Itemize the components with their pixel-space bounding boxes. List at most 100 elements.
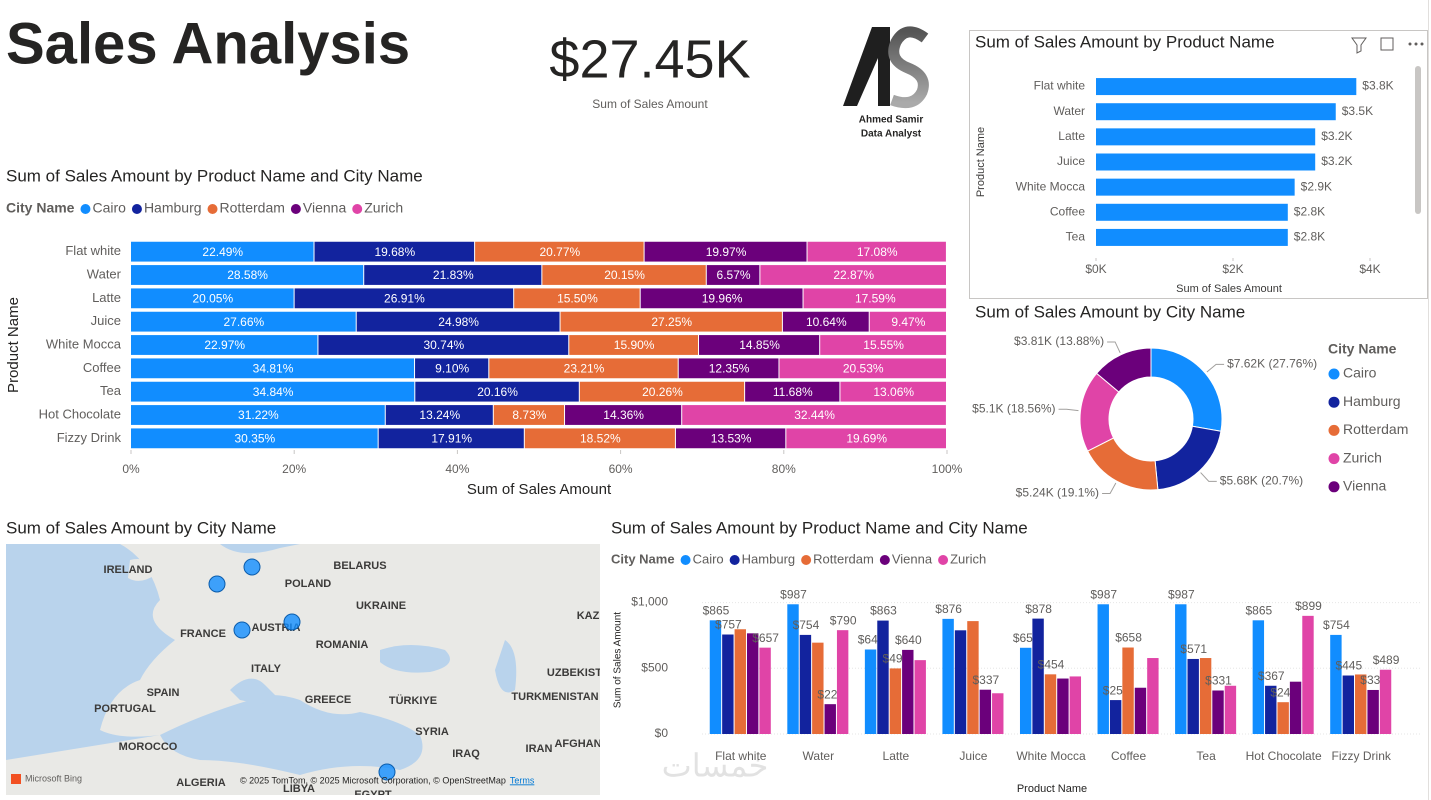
data-label: 8.73% (512, 408, 546, 422)
legend-marker (1328, 396, 1340, 408)
x-tick-label: 100% (932, 462, 963, 476)
legend-label: Rotterdam (1343, 421, 1408, 437)
bar (1096, 103, 1336, 121)
bar-segment (131, 358, 415, 379)
bar-segment (415, 381, 579, 402)
scrollbar[interactable] (1415, 66, 1421, 214)
map-label: UKRAINE (356, 600, 406, 612)
bar-segment (131, 265, 364, 285)
sea (230, 678, 285, 705)
bar (889, 668, 902, 734)
y-tick-label: $1,000 (631, 595, 668, 609)
filter-icon[interactable] (1351, 37, 1367, 54)
data-label: $899 (1295, 599, 1322, 613)
legend-marker (207, 204, 218, 214)
data-label: 20.05% (192, 292, 233, 306)
data-label: 19.69% (846, 432, 887, 446)
data-label: 13.24% (419, 408, 460, 422)
data-label: 17.91% (431, 432, 472, 446)
map-label: POLAND (285, 578, 332, 590)
x-axis-title: Sum of Sales Amount (467, 481, 612, 498)
legend-label: Vienna (1343, 478, 1387, 494)
legend-label: Cairo (1343, 365, 1377, 381)
data-label: 20.53% (843, 362, 884, 376)
bar-segment (786, 428, 946, 449)
map-brand: Microsoft Bing (25, 773, 82, 783)
y-tick-label: $500 (641, 660, 668, 674)
data-label: $876 (935, 602, 962, 616)
bar-segment (560, 311, 782, 332)
bar (1122, 647, 1134, 734)
data-label: 30.35% (234, 432, 275, 446)
map-label: UZBEKISTA (547, 667, 609, 679)
data-label: $445 (1335, 659, 1362, 673)
data-label: 20.15% (604, 268, 645, 282)
bar-segment (706, 265, 760, 285)
more-icon[interactable] (1408, 42, 1424, 46)
data-label: $3.81K (13.88%) (1014, 334, 1104, 348)
bar (1187, 658, 1199, 734)
legend-marker (729, 555, 740, 565)
map-label: IRELAND (104, 564, 153, 576)
legend-marker (879, 555, 890, 565)
x-tick-label: Coffee (1111, 749, 1146, 763)
logo-s (888, 26, 929, 109)
data-label: $5.68K (20.7%) (1220, 474, 1303, 488)
data-label: 15.90% (614, 338, 655, 352)
bar-segment (678, 358, 779, 379)
data-label: 21.83% (433, 268, 474, 282)
map-brand-icon (11, 774, 21, 784)
map-label: ITALY (251, 663, 282, 675)
bar-segment (782, 311, 869, 332)
data-label: 13.53% (711, 432, 752, 446)
data-label: 12.35% (709, 362, 750, 376)
map-label: SYRIA (415, 726, 449, 738)
data-label: $987 (780, 587, 807, 601)
bar-segment (524, 428, 675, 449)
bar (746, 633, 759, 734)
y-tick-label: Tea (100, 383, 122, 398)
data-label: 24.98% (438, 315, 479, 329)
bar-segment (378, 428, 524, 449)
data-label: 20.77% (539, 245, 580, 259)
bar (1147, 658, 1159, 734)
land (128, 559, 155, 581)
data-label: $7.62K (27.76%) (1227, 356, 1317, 370)
bar-segment (569, 335, 699, 355)
x-tick-label: Tea (1196, 749, 1216, 763)
bar-segment (415, 358, 489, 379)
leader-line (1058, 408, 1079, 412)
legend-label: Zurich (1343, 449, 1382, 465)
x-tick-label: Hot Chocolate (1246, 749, 1322, 763)
bar (1096, 203, 1288, 221)
data-label: 17.08% (857, 245, 898, 259)
data-label: 19.68% (374, 245, 415, 259)
logo: Ahmed Samir Data Analyst (843, 26, 929, 140)
bar (722, 634, 734, 734)
legend-label: Vienna (303, 200, 347, 216)
visual-icons[interactable] (1351, 37, 1424, 54)
legend-label: Hamburg (742, 551, 795, 566)
data-label: 31.22% (238, 408, 279, 422)
map-terms: Terms (510, 775, 535, 785)
y-tick-label: $0 (655, 726, 669, 740)
city-bubble (283, 613, 301, 631)
bar (1277, 702, 1289, 734)
leader-line (1102, 482, 1117, 494)
data-label: 20.16% (477, 385, 518, 399)
legend-marker (80, 204, 91, 214)
bar (1224, 685, 1237, 734)
bar (1096, 153, 1316, 171)
legend-title: City Name (1328, 341, 1397, 357)
data-label: $657 (752, 631, 779, 645)
data-label: 15.50% (557, 292, 598, 306)
x-tick-label: White Mocca (1016, 749, 1086, 763)
bar-segment (542, 265, 706, 285)
focus-icon[interactable] (1380, 37, 1394, 51)
legend-marker (352, 204, 363, 214)
x-tick-label: Juice (959, 749, 987, 763)
data-label: 13.06% (873, 385, 914, 399)
data-label: $5.1K (18.56%) (972, 401, 1055, 415)
y-tick-label: Tea (1066, 230, 1086, 244)
